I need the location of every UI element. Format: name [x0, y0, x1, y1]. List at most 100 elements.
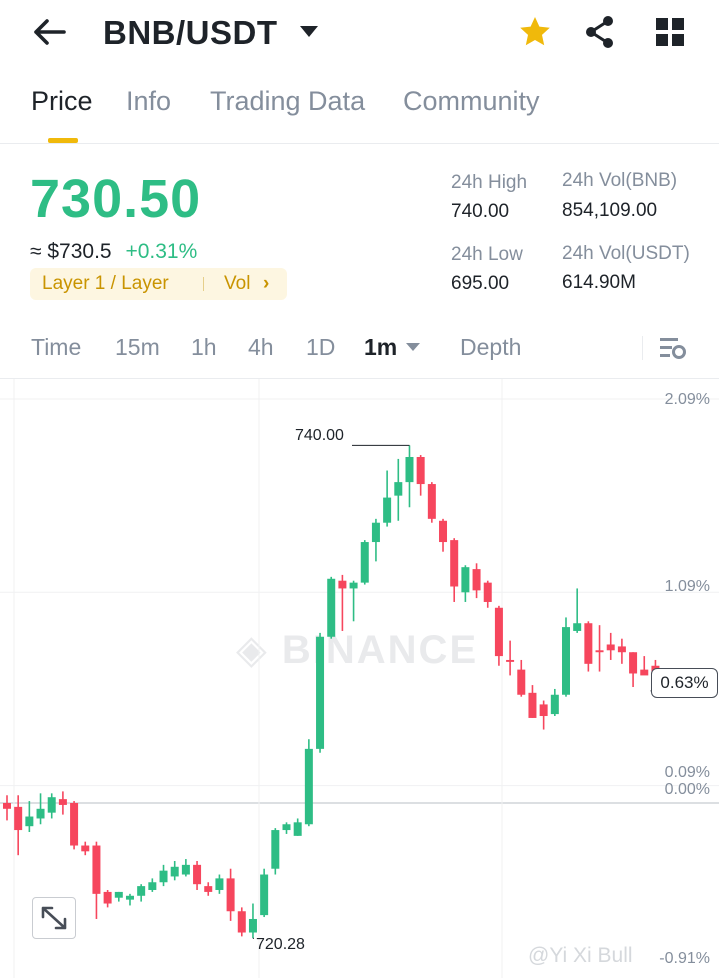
- candle-down: [14, 806, 23, 831]
- watermark-brand: ◈ BINANCE: [236, 627, 478, 673]
- stat-vol-usdt-label: 24h Vol(USDT): [562, 243, 690, 264]
- candle-down: [606, 644, 615, 651]
- timeframe-1m[interactable]: 1m: [364, 334, 398, 360]
- toolbar-divider: [642, 336, 643, 360]
- main-tabs: Price Info Trading Data Community: [0, 86, 719, 144]
- active-tab-indicator: [48, 138, 78, 143]
- stat-vol-usdt-value: 614.90M: [562, 272, 636, 293]
- axis-pct-label: -0.91%: [659, 950, 710, 967]
- candle-down: [416, 456, 425, 485]
- candle-up: [148, 882, 157, 890]
- binance-logo-icon: ◈: [236, 628, 269, 672]
- candle-up: [114, 891, 123, 898]
- candle-up: [316, 636, 325, 749]
- fullscreen-expand-icon[interactable]: [32, 897, 76, 939]
- stat-high-label: 24h High: [451, 172, 528, 193]
- stat-low-value: 695.00: [451, 273, 510, 294]
- candle-down: [584, 623, 593, 664]
- candle-down: [617, 646, 626, 653]
- candle-up: [327, 578, 336, 637]
- timeframe-1h[interactable]: 1h: [191, 334, 217, 360]
- candle-down: [494, 607, 503, 657]
- candle-down: [506, 659, 515, 662]
- watermark-credit: @Yi Xi Bull: [528, 944, 633, 967]
- star-icon[interactable]: [517, 14, 553, 50]
- candle-up: [159, 870, 168, 883]
- tag-divider: [203, 277, 204, 291]
- caret-down-icon[interactable]: [300, 26, 318, 37]
- candle-down: [629, 652, 638, 674]
- candle-down: [483, 582, 492, 602]
- fiat-price: $730.5: [47, 240, 112, 263]
- share-icon[interactable]: [582, 14, 618, 50]
- change-percent: +0.31%: [125, 240, 198, 263]
- candle-down: [338, 580, 347, 589]
- candle-up: [349, 582, 358, 589]
- axis-pct-label: 0.00%: [664, 781, 710, 798]
- category-tag-label: Layer 1 / Layer: [42, 273, 169, 294]
- candle-up: [405, 456, 414, 483]
- watermark-text: BINANCE: [281, 628, 479, 672]
- stat-high-value: 740.00: [451, 201, 510, 222]
- tab-info[interactable]: Info: [126, 86, 172, 116]
- candle-up: [371, 522, 380, 543]
- candle-up: [170, 866, 179, 877]
- candle-down: [528, 692, 537, 718]
- low-annotation: 720.28: [256, 936, 305, 953]
- stat-vol-bnb-value: 854,109.00: [562, 200, 658, 221]
- candle-down: [450, 540, 459, 587]
- stat-low-label: 24h Low: [451, 244, 523, 265]
- timeframe-15m[interactable]: 15m: [115, 334, 160, 360]
- candle-down: [193, 864, 202, 885]
- candle-up: [47, 797, 56, 813]
- candle-up: [383, 497, 392, 523]
- candle-up: [181, 864, 190, 875]
- candle-up: [282, 824, 291, 831]
- candle-up: [271, 830, 280, 869]
- chart-settings-icon[interactable]: [655, 332, 689, 364]
- approx-symbol: ≈: [30, 240, 42, 263]
- candle-down: [70, 803, 79, 846]
- candle-up: [25, 816, 34, 827]
- candle-up: [562, 627, 570, 695]
- top-bar: BNB/USDT: [0, 0, 719, 66]
- category-tag[interactable]: Layer 1 / Layer Vol ›: [30, 268, 287, 300]
- candle-up: [137, 886, 146, 896]
- candle-up: [260, 874, 269, 916]
- tab-trading-data[interactable]: Trading Data: [210, 86, 366, 116]
- candle-down: [81, 845, 90, 852]
- candlestick-chart[interactable]: ◈ BINANCE 2.09% 1.09% 0.09% 0.00% -0.91%…: [0, 378, 719, 978]
- timeframe-depth[interactable]: Depth: [460, 334, 522, 360]
- candle-up: [125, 895, 134, 900]
- candle-down: [237, 911, 246, 933]
- candle-up: [394, 482, 403, 496]
- category-tag-extra: Vol: [224, 273, 251, 294]
- candle-up: [304, 748, 313, 825]
- timeframe-4h[interactable]: 4h: [248, 334, 274, 360]
- candle-up: [293, 822, 302, 836]
- pair-title[interactable]: BNB/USDT: [103, 14, 278, 51]
- stat-vol-bnb-label: 24h Vol(BNB): [562, 170, 678, 191]
- candle-down: [539, 704, 548, 717]
- timeframe-1d[interactable]: 1D: [306, 334, 336, 360]
- candle-down: [204, 886, 213, 892]
- tab-community[interactable]: Community: [403, 86, 540, 116]
- axis-pct-label: 0.09%: [664, 764, 710, 781]
- tab-price[interactable]: Price: [31, 86, 93, 116]
- candle-down: [427, 484, 436, 519]
- chart-canvas: [0, 379, 719, 978]
- last-price: 730.50: [30, 169, 202, 229]
- candle-down: [640, 669, 649, 676]
- back-arrow-icon[interactable]: [30, 14, 70, 50]
- candle-down: [58, 799, 67, 805]
- timeframe-time[interactable]: Time: [31, 334, 82, 360]
- candle-up: [573, 623, 582, 631]
- candle-up: [461, 567, 470, 593]
- grid-icon[interactable]: [652, 14, 688, 50]
- axis-pct-label: 2.09%: [664, 391, 710, 408]
- candle-down: [472, 569, 481, 591]
- axis-pct-label: 1.09%: [664, 578, 710, 595]
- caret-down-icon[interactable]: [406, 343, 420, 351]
- candle-down: [595, 650, 604, 653]
- candle-down: [92, 845, 101, 894]
